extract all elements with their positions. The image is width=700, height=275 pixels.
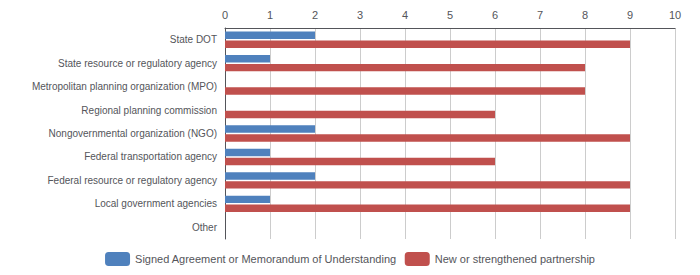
svg-text:Signed Agreement or Memorandum: Signed Agreement or Memorandum of Unders… bbox=[135, 253, 396, 265]
svg-text:Federal resource or regulatory: Federal resource or regulatory agency bbox=[47, 175, 217, 186]
svg-text:Metropolitan planning organiza: Metropolitan planning organization (MPO) bbox=[32, 81, 217, 92]
svg-text:1: 1 bbox=[267, 9, 273, 21]
svg-text:10: 10 bbox=[669, 9, 681, 21]
svg-text:4: 4 bbox=[402, 9, 408, 21]
svg-text:Nongovernmental organization (: Nongovernmental organization (NGO) bbox=[49, 128, 217, 139]
svg-text:2: 2 bbox=[312, 9, 318, 21]
svg-text:6: 6 bbox=[492, 9, 498, 21]
svg-text:3: 3 bbox=[357, 9, 363, 21]
svg-text:Federal transportation agency: Federal transportation agency bbox=[84, 151, 217, 162]
svg-text:Regional planning commission: Regional planning commission bbox=[81, 105, 217, 116]
svg-text:9: 9 bbox=[627, 9, 633, 21]
svg-text:0: 0 bbox=[222, 9, 228, 21]
svg-text:Local government agencies: Local government agencies bbox=[95, 198, 217, 209]
svg-text:State DOT: State DOT bbox=[170, 34, 217, 45]
svg-text:7: 7 bbox=[537, 9, 543, 21]
svg-text:State resource or regulatory a: State resource or regulatory agency bbox=[58, 58, 217, 69]
svg-text:8: 8 bbox=[582, 9, 588, 21]
svg-text:New or strengthened partnershi: New or strengthened partnership bbox=[435, 253, 595, 265]
svg-text:Other: Other bbox=[192, 222, 218, 233]
svg-text:5: 5 bbox=[447, 9, 453, 21]
